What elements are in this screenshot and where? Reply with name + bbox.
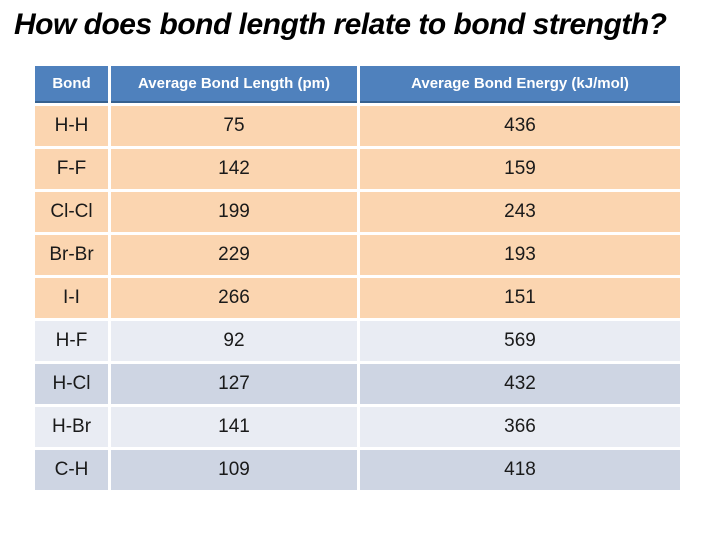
table-row: F-F 142 159 — [35, 149, 680, 189]
length-cell: 75 — [111, 106, 357, 146]
bond-cell: C-H — [35, 450, 108, 490]
length-cell: 199 — [111, 192, 357, 232]
length-cell: 127 — [111, 364, 357, 404]
length-cell: 141 — [111, 407, 357, 447]
table-row: C-H 109 418 — [35, 450, 680, 490]
slide-title: How does bond length relate to bond stre… — [14, 8, 667, 41]
length-cell: 92 — [111, 321, 357, 361]
header-bond-energy: Average Bond Energy (kJ/mol) — [360, 66, 680, 103]
energy-cell: 151 — [360, 278, 680, 318]
bond-cell: H-H — [35, 106, 108, 146]
bond-cell: H-F — [35, 321, 108, 361]
table-row: H-Cl 127 432 — [35, 364, 680, 404]
table-header-row: Bond Average Bond Length (pm) Average Bo… — [35, 66, 680, 103]
bond-cell: Br-Br — [35, 235, 108, 275]
table-row: Cl-Cl 199 243 — [35, 192, 680, 232]
length-cell: 109 — [111, 450, 357, 490]
energy-cell: 436 — [360, 106, 680, 146]
energy-cell: 366 — [360, 407, 680, 447]
length-cell: 142 — [111, 149, 357, 189]
bond-cell: F-F — [35, 149, 108, 189]
table-row: H-Br 141 366 — [35, 407, 680, 447]
table-row: H-F 92 569 — [35, 321, 680, 361]
energy-cell: 569 — [360, 321, 680, 361]
length-cell: 229 — [111, 235, 357, 275]
bond-cell: Cl-Cl — [35, 192, 108, 232]
table-row: Br-Br 229 193 — [35, 235, 680, 275]
bond-cell: H-Cl — [35, 364, 108, 404]
energy-cell: 432 — [360, 364, 680, 404]
table-row: H-H 75 436 — [35, 106, 680, 146]
table-row: I-I 266 151 — [35, 278, 680, 318]
bond-cell: I-I — [35, 278, 108, 318]
energy-cell: 159 — [360, 149, 680, 189]
bond-cell: H-Br — [35, 407, 108, 447]
energy-cell: 243 — [360, 192, 680, 232]
bond-table: Bond Average Bond Length (pm) Average Bo… — [32, 63, 683, 493]
header-bond-length: Average Bond Length (pm) — [111, 66, 357, 103]
energy-cell: 418 — [360, 450, 680, 490]
header-bond: Bond — [35, 66, 108, 103]
energy-cell: 193 — [360, 235, 680, 275]
length-cell: 266 — [111, 278, 357, 318]
